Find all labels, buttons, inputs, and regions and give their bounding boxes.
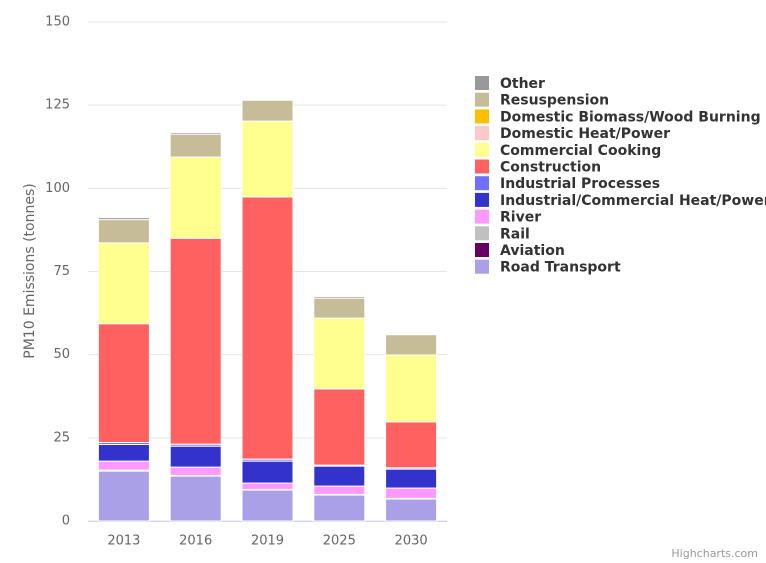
legend-label: Road Transport [500, 260, 621, 276]
bar-segment [169, 237, 222, 445]
legend-symbol [475, 226, 489, 241]
y-tick-label: 100 [45, 181, 70, 196]
bar-segment [169, 133, 222, 158]
bar-segment [97, 470, 150, 522]
legend-label: Domestic Heat/Power [500, 126, 670, 142]
bar-segment [313, 485, 366, 495]
bar-segment [97, 219, 150, 244]
legend-symbol [475, 142, 489, 157]
bar-segment [169, 445, 222, 468]
bar-segment [385, 334, 438, 356]
y-tick-label: 125 [45, 98, 70, 113]
bar-segment [97, 217, 150, 221]
legend-symbol [475, 209, 489, 224]
bar-segment [313, 297, 366, 319]
bar-segment [241, 460, 294, 484]
legend-label: Other [500, 76, 545, 92]
x-tick-label: 2013 [107, 534, 140, 549]
legend-symbol [475, 126, 489, 141]
legend-symbol [475, 92, 489, 107]
x-tick-label: 2019 [251, 534, 284, 549]
legend-label: Domestic Biomass/Wood Burning [500, 109, 761, 125]
bar-segment [97, 460, 150, 471]
y-tick-label: 0 [62, 514, 70, 529]
bar-segment [97, 242, 150, 325]
bar-segment [385, 498, 438, 522]
bar-segment [313, 295, 366, 299]
credits[interactable]: Highcharts.com [671, 547, 758, 560]
bar-segment [241, 99, 294, 122]
legend-symbol [475, 243, 489, 257]
legend-label: Construction [500, 160, 601, 176]
y-tick-label: 75 [53, 264, 70, 279]
y-tick-label: 150 [45, 15, 70, 30]
legend-symbol [475, 159, 489, 174]
bar-segment [97, 443, 150, 462]
legend-label: River [500, 210, 541, 226]
bar-segment [313, 388, 366, 466]
legend-label: Resuspension [500, 93, 609, 109]
bar-segment [385, 468, 438, 489]
legend-symbol [475, 176, 489, 191]
legend-label: Aviation [500, 243, 565, 259]
bar-segment [169, 156, 222, 239]
x-tick-label: 2016 [179, 534, 212, 549]
legend-symbol [475, 192, 489, 207]
y-axis-title: PM10 Emissions (tonnes) [22, 183, 38, 358]
bar-segment [241, 99, 294, 101]
bar-segment [241, 196, 294, 460]
legend-symbol [475, 109, 489, 124]
legend-label: Commercial Cooking [500, 143, 661, 159]
legend-symbol [475, 76, 489, 90]
bar-segment [385, 421, 438, 469]
bar-segment [169, 475, 222, 522]
legend-symbol [475, 259, 489, 274]
bar-segment [313, 465, 366, 487]
x-tick-label: 2030 [395, 534, 428, 549]
bar-segment [241, 489, 294, 522]
bar-segment [97, 323, 150, 443]
y-tick-label: 50 [53, 347, 70, 362]
bar-segment [169, 466, 222, 476]
bar-segment [313, 494, 366, 522]
bar-segment [169, 131, 222, 135]
x-tick-label: 2025 [323, 534, 356, 549]
y-tick-label: 25 [53, 430, 70, 445]
bar-segment [385, 487, 438, 499]
bar-segment [241, 120, 294, 198]
legend-label: Industrial/Commercial Heat/Power [500, 193, 766, 209]
bar-segment [241, 482, 294, 490]
bar-segment [313, 317, 366, 390]
legend-label: Industrial Processes [500, 176, 660, 192]
bar-segment [385, 354, 438, 423]
legend-label: Rail [500, 226, 530, 242]
